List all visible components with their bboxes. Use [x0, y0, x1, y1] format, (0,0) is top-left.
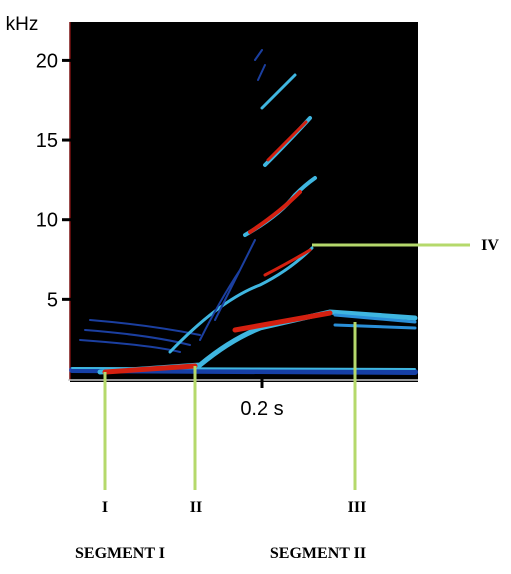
- annotation-lines: [103, 243, 470, 490]
- marker-label: II: [190, 499, 202, 516]
- marker-label: I: [102, 499, 108, 516]
- marker-label: IV: [481, 237, 499, 254]
- y-tick-label: 5: [47, 289, 58, 311]
- segment-label: SEGMENT II: [270, 545, 366, 562]
- y-tick-label: 15: [36, 130, 58, 152]
- y-unit: kHz: [6, 14, 39, 35]
- y-tick-label: 10: [36, 210, 58, 232]
- segment-label: SEGMENT I: [75, 545, 165, 562]
- marker-label: III: [348, 499, 367, 516]
- y-tick-label: 20: [36, 50, 58, 72]
- spectrogram: [70, 22, 418, 382]
- x-label: 0.2 s: [240, 398, 283, 420]
- harmonics: [69, 49, 418, 375]
